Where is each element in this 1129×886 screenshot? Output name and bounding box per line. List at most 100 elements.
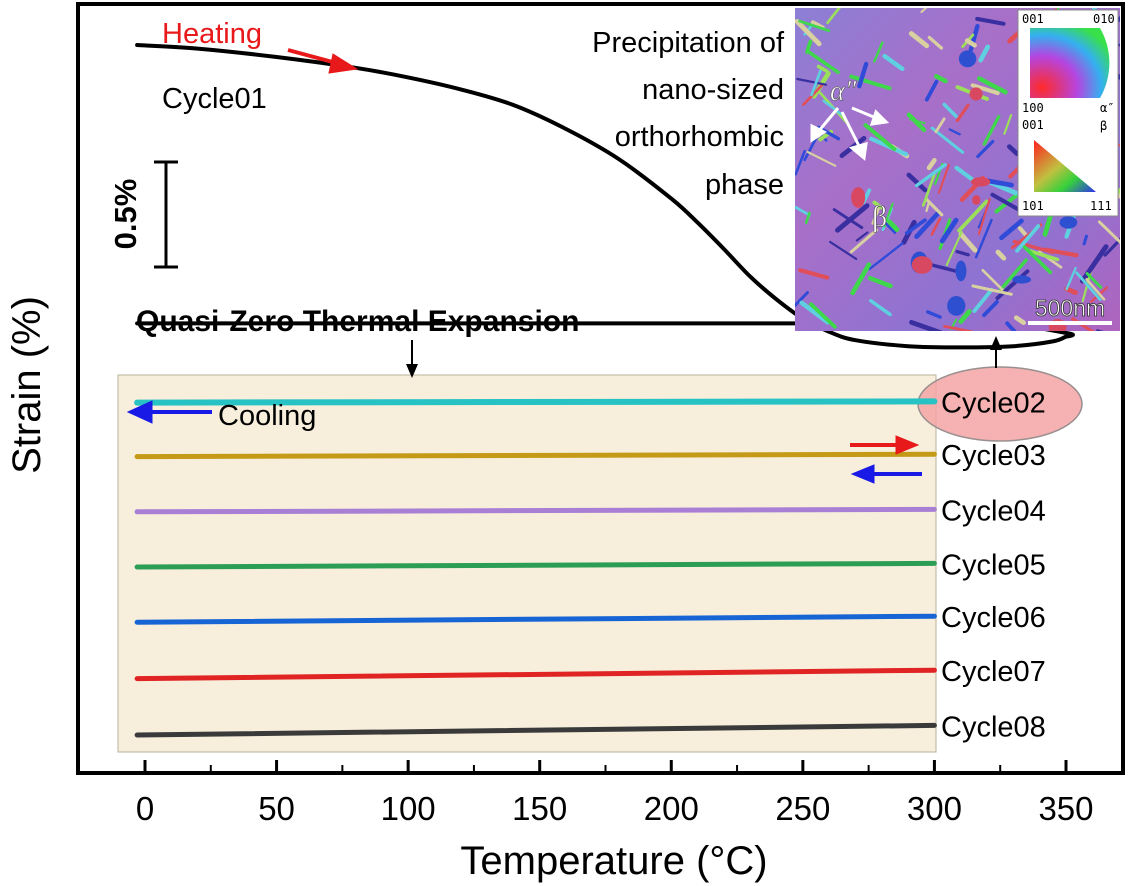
precipitate-needle	[982, 300, 999, 318]
precipitate-needle	[990, 192, 1024, 214]
precipitate-needle	[982, 115, 1001, 146]
precipitate-needle	[832, 208, 864, 230]
precipitate-needle	[795, 18, 822, 47]
precipitate-needle	[803, 134, 819, 162]
inset-scale-label: 500nm	[1035, 295, 1105, 321]
precipitation-text: Precipitation of nano-sized orthorhombic…	[592, 27, 785, 201]
precipitate-needle	[816, 64, 829, 73]
precipitate-needle	[795, 291, 809, 307]
precipitate-needle	[955, 249, 970, 257]
precipitate-needle	[934, 74, 948, 84]
precipitate-needle	[964, 38, 977, 48]
svg-text:100: 100	[1022, 101, 1044, 115]
precipitate-needle	[869, 299, 892, 317]
precipitate-needle	[1075, 271, 1102, 302]
precipitate-needle	[942, 102, 958, 118]
precipitate-needle	[908, 31, 930, 49]
precipitate-needle	[977, 198, 991, 236]
precipitate-needle	[955, 103, 970, 123]
precipitate-needle	[970, 83, 1000, 96]
precipitate-needle	[1017, 226, 1029, 238]
precipitate-needle	[920, 8, 928, 14]
x-axis-tick-labels: 0 50 100 150 200 250 300 350	[136, 790, 1094, 827]
ebsd-micrograph-inset: α″ β 500nm 001 010 100 α″ 001 101 111 β	[795, 8, 1120, 331]
precipitate-needle	[904, 218, 927, 235]
precipitate-needle	[849, 228, 879, 254]
precipitate-needle	[909, 319, 944, 331]
label-cycle03: Cycle03	[941, 440, 1046, 472]
cycle01-loop-tip	[1065, 331, 1075, 339]
precipitate-needle	[850, 262, 872, 296]
y-axis-title: Strain (%)	[5, 296, 49, 474]
series-line-cycle03	[134, 451, 937, 460]
x-tick-label: 150	[512, 790, 567, 827]
grain-particle	[947, 295, 966, 316]
plot-frame	[76, 2, 1125, 775]
scale-bar-label: 0.5%	[108, 179, 143, 250]
precipitate-needle	[799, 300, 830, 325]
beta-phase-label: β	[872, 200, 887, 233]
precipitate-needle	[937, 163, 950, 194]
ipf-key-alpha	[1030, 28, 1110, 98]
qzte-arrow	[406, 340, 418, 378]
series-line-cycle08	[134, 722, 937, 738]
x-tick-label: 250	[775, 790, 830, 827]
precipitate-needle	[1064, 286, 1078, 295]
x-tick-label: 200	[644, 790, 699, 827]
precipitate-needle	[939, 217, 959, 244]
precipitate-needle	[867, 275, 893, 289]
precipitate-needle	[1085, 272, 1103, 289]
alpha-pointer-arrows	[810, 106, 890, 161]
precipitate-needle	[798, 268, 830, 280]
precipitate-needle	[945, 231, 963, 267]
precipitate-needle	[1022, 245, 1053, 275]
precipitate-needle	[857, 61, 869, 89]
svg-text:101: 101	[1022, 199, 1044, 213]
precipitate-needle	[849, 74, 892, 91]
grain-particle	[911, 256, 933, 274]
inset-pointer-arrow	[990, 336, 1002, 368]
grain-particle	[1012, 275, 1032, 284]
precipitate-needle	[882, 53, 905, 72]
precipitate-needle	[796, 77, 828, 86]
precipitate-needle	[978, 44, 991, 63]
grain-particle	[970, 177, 991, 187]
svg-text:phase: phase	[705, 169, 784, 201]
precipitate-needle	[985, 178, 1014, 188]
svg-text:β: β	[1100, 119, 1107, 133]
label-cycle07: Cycle07	[941, 656, 1046, 688]
precipitate-needle	[1003, 114, 1013, 135]
precipitate-needle	[835, 203, 870, 233]
precipitate-needle	[976, 139, 995, 159]
precipitate-needle	[981, 268, 1005, 293]
label-cycle02: Cycle02	[941, 387, 1046, 419]
heating-arrow	[287, 48, 359, 74]
precipitate-needle	[914, 163, 947, 188]
cycle01-heating-line	[135, 43, 1068, 350]
x-tick-label: 50	[258, 790, 295, 827]
series-line-cycle02	[134, 398, 938, 406]
x-axis-title: Temperature (°C)	[460, 839, 767, 883]
strain-scale-bar: 0.5%	[108, 160, 178, 269]
grain-particle	[958, 50, 977, 68]
precipitate-needle	[926, 310, 942, 319]
series-line-cycle05	[134, 560, 937, 570]
svg-text:orthorhombic: orthorhombic	[615, 121, 784, 153]
precipitate-needle	[927, 35, 944, 50]
precipitate-needle	[975, 16, 1006, 26]
grain-particle	[972, 195, 981, 205]
precipitate-needle	[795, 149, 806, 176]
grain-particle	[969, 87, 983, 101]
precipitate-needle	[822, 99, 843, 116]
precipitate-needle	[1116, 15, 1120, 23]
precipitate-needle	[1013, 315, 1026, 326]
series-line-cycle06	[134, 613, 937, 625]
svg-text:001: 001	[1022, 118, 1044, 132]
precipitate-needle	[863, 123, 897, 152]
precipitate-needle	[943, 325, 974, 331]
precipitate-needle	[957, 199, 989, 233]
precipitate-needle	[795, 205, 811, 217]
ipf-key-beta	[1034, 140, 1096, 192]
x-tick-label: 300	[907, 790, 962, 827]
